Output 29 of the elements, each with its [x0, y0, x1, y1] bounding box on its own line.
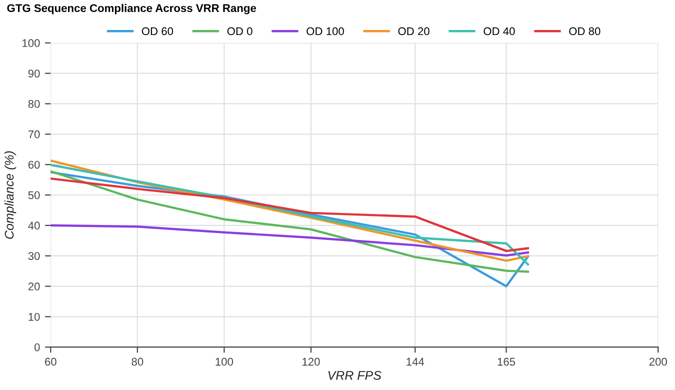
y-tick-label: 50 — [28, 191, 40, 200]
y-tick-label: 30 — [28, 252, 40, 260]
x-tick-label: 120 — [302, 358, 320, 366]
legend-label: OD 40 — [484, 27, 515, 36]
y-tick-label: 20 — [28, 282, 40, 290]
y-tick-label: 70 — [28, 130, 40, 138]
x-tick-label: 60 — [45, 358, 56, 366]
y-tick-label: 100 — [22, 39, 40, 48]
y-tick-label: 10 — [28, 312, 40, 321]
y-tick-label: 90 — [28, 70, 40, 78]
legend-label: OD 20 — [398, 27, 430, 36]
legend-label: OD 60 — [142, 27, 174, 36]
legend-label: OD 0 — [227, 27, 252, 36]
line-series — [50, 177, 530, 252]
chart-title: GTG Sequence Compliance Across VRR Range — [7, 4, 256, 14]
y-axis-title: Compliance (%) — [4, 151, 16, 239]
y-tick-label: 60 — [28, 160, 40, 169]
line-series — [50, 224, 530, 257]
x-tick-label: 100 — [216, 358, 234, 366]
x-tick-label: 80 — [132, 358, 144, 366]
x-tick-label: 144 — [406, 358, 424, 366]
x-tick-label: 200 — [649, 358, 667, 366]
y-tick-label: 80 — [28, 100, 40, 108]
x-axis-title: VRR FPS — [328, 370, 382, 380]
x-tick-label: 165 — [498, 358, 516, 366]
legend-label: OD 80 — [569, 27, 600, 36]
y-tick-label: 0 — [34, 343, 40, 352]
legend-label: OD 100 — [306, 27, 344, 36]
y-tick-label: 40 — [28, 222, 40, 230]
